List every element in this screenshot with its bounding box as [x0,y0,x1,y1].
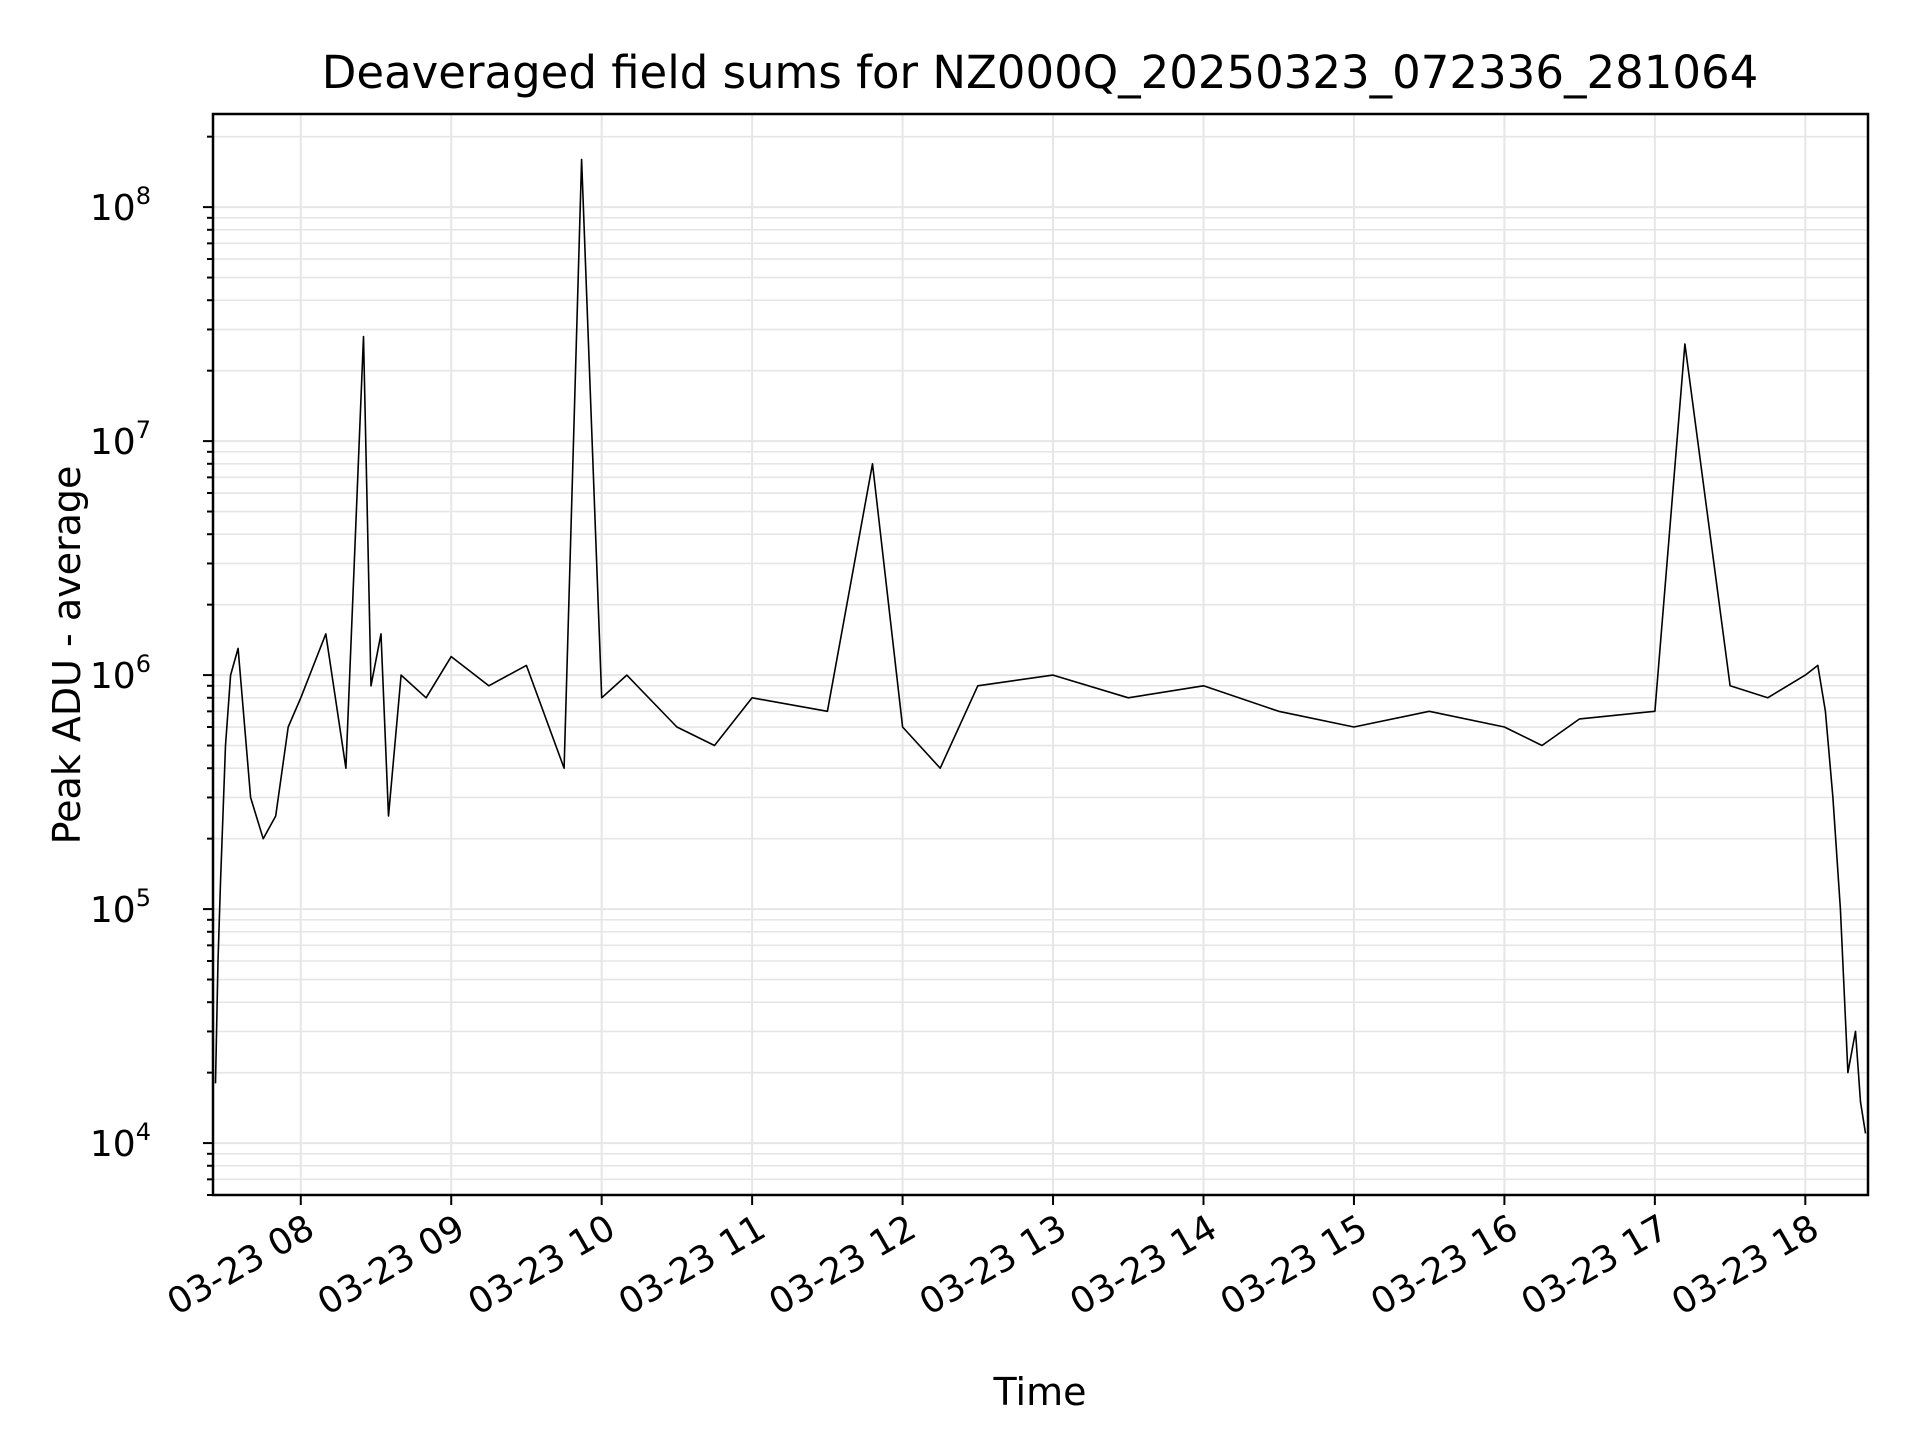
x-tick-label: 03-23 14 [1063,1207,1224,1323]
x-tick-label: 03-23 12 [762,1207,923,1323]
x-tick-label: 03-23 17 [1515,1207,1676,1323]
y-axis-ticks: 104 105 106 107 108 [90,135,213,1196]
x-tick-label: 03-23 15 [1214,1207,1375,1323]
y-tick-label: 106 [90,650,151,697]
x-tick-label: 03-23 10 [461,1207,622,1323]
y-tick-label: 104 [90,1118,151,1165]
y-axis-label: Peak ADU - average [45,466,89,845]
x-tick-label: 03-23 18 [1665,1207,1826,1323]
x-tick-label: 03-23 13 [913,1207,1074,1323]
series-layer [214,158,1867,1134]
y-tick-label: 108 [90,182,151,229]
x-tick-label: 03-23 08 [161,1207,322,1323]
series-line [214,158,1867,1134]
grid-lines [213,114,1868,1196]
plot-frame [211,112,1870,1197]
y-tick-label: 105 [90,884,151,931]
x-tick-label: 03-23 16 [1364,1207,1525,1323]
x-tick-label: 03-23 09 [311,1207,472,1323]
x-axis-label: Time [993,1370,1087,1414]
y-tick-label: 107 [90,416,151,463]
chart-title: Deaveraged field sums for NZ000Q_2025032… [322,46,1758,99]
x-tick-label: 03-23 11 [612,1207,773,1323]
